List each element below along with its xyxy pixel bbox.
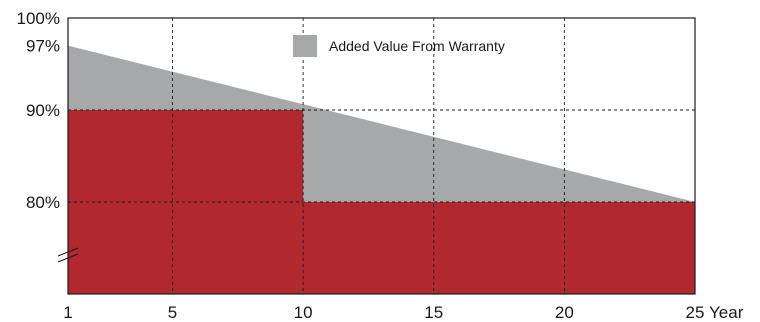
x-tick-label-15: 15 bbox=[424, 303, 443, 322]
axis-break-line-1 bbox=[57, 247, 79, 257]
x-tick-label-5: 5 bbox=[168, 303, 177, 322]
x-unit-label: Year bbox=[709, 303, 744, 322]
axis-break-line-2 bbox=[57, 253, 79, 263]
x-tick-label-10: 10 bbox=[294, 303, 313, 322]
legend: Added Value From Warranty bbox=[293, 35, 505, 57]
y-tick-label-80: 80% bbox=[26, 193, 60, 212]
x-tick-label-25: 25 bbox=[686, 303, 705, 322]
x-tick-label-20: 20 bbox=[555, 303, 574, 322]
gridlines bbox=[68, 18, 695, 294]
plot-frame bbox=[67, 17, 696, 295]
legend-swatch bbox=[293, 35, 317, 57]
y-tick-label-97: 97% bbox=[26, 37, 60, 56]
chart-axes bbox=[57, 17, 696, 295]
y-tick-label-90: 90% bbox=[26, 101, 60, 120]
y-tick-label-100: 100% bbox=[17, 9, 60, 28]
chart-areas bbox=[68, 45, 695, 294]
x-tick-label-1: 1 bbox=[63, 303, 72, 322]
legend-label: Added Value From Warranty bbox=[329, 38, 505, 54]
